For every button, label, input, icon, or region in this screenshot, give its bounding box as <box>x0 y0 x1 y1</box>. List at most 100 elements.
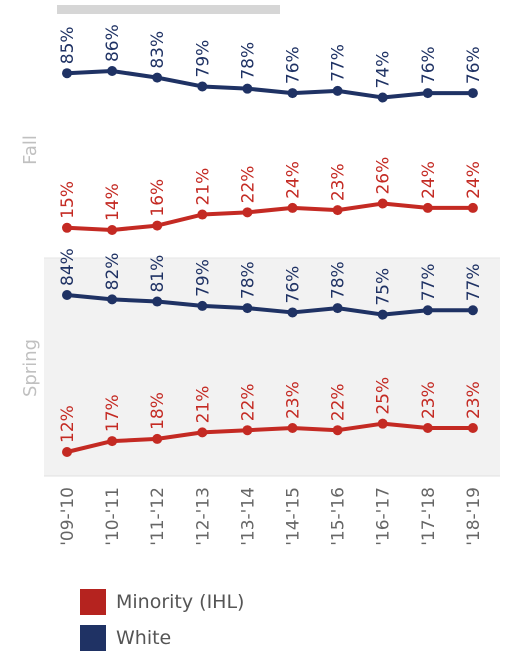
data-label-spring-white: 79% <box>193 259 213 297</box>
x-tick-label: '10-'11 <box>103 487 123 546</box>
data-point-fall-minority <box>377 198 388 209</box>
data-point-fall-white <box>197 81 208 92</box>
data-label-spring-white: 76% <box>284 266 304 304</box>
data-label-fall-white: 83% <box>148 31 168 69</box>
legend-item-white[interactable]: White <box>80 620 244 656</box>
data-label-fall-white: 76% <box>419 46 439 84</box>
data-point-fall-white <box>287 88 298 99</box>
data-point-fall-minority <box>152 220 163 231</box>
data-point-fall-minority <box>422 202 433 213</box>
series-line-spring-minority <box>65 421 475 454</box>
legend-label-white: White <box>116 627 172 649</box>
data-point-spring-minority <box>332 425 343 436</box>
x-axis-tick-labels: '09-'10 '10-'11 '11-'12 '12-'13 '13-'14 '14-'… <box>58 487 484 546</box>
legend-label-minority: Minority (IHL) <box>116 591 245 613</box>
data-label-fall-minority: 23% <box>329 163 349 201</box>
x-tick-label: '15-'16 <box>329 487 349 546</box>
x-tick-label: '09-'10 <box>58 487 78 546</box>
data-label-fall-minority: 22% <box>238 166 258 204</box>
data-point-spring-white <box>107 294 118 305</box>
data-point-fall-white <box>62 68 72 79</box>
data-label-spring-minority: 22% <box>238 383 258 421</box>
data-label-fall-white: 76% <box>464 46 484 84</box>
data-point-spring-minority <box>152 433 163 444</box>
data-label-fall-white: 86% <box>103 24 123 62</box>
data-label-fall-minority: 15% <box>58 181 78 219</box>
panel-label-spring: Spring <box>20 339 41 397</box>
series-line-fall-white <box>65 69 475 100</box>
data-point-spring-white <box>197 300 208 311</box>
data-label-fall-minority: 24% <box>419 161 439 199</box>
data-label-spring-minority: 12% <box>58 405 78 443</box>
legend: Minority (IHL) White <box>80 584 244 656</box>
data-point-fall-minority <box>287 202 298 213</box>
x-tick-label: '12-'13 <box>193 487 213 546</box>
data-label-fall-white: 77% <box>329 44 349 82</box>
x-tick-label: '13-'14 <box>238 487 258 546</box>
data-label-spring-white: 78% <box>329 261 349 299</box>
title-placeholder-bar <box>57 5 280 14</box>
data-point-fall-minority <box>197 209 208 220</box>
chart-marks: 85% 86% 83% 79% 78% 76% 77% 74% 76% 76% 15% 14% 16% 2… <box>58 24 484 457</box>
data-point-spring-white <box>152 296 163 307</box>
data-point-spring-white <box>287 307 298 318</box>
data-point-spring-white <box>62 290 72 300</box>
data-point-fall-minority <box>332 205 343 216</box>
data-label-spring-white: 81% <box>148 255 168 293</box>
data-label-spring-white: 84% <box>58 248 78 286</box>
series-line-fall-minority <box>65 201 475 232</box>
data-point-fall-minority <box>242 207 253 218</box>
data-label-spring-minority: 23% <box>464 381 484 419</box>
data-point-spring-minority <box>467 423 478 434</box>
data-point-spring-minority <box>62 447 72 457</box>
legend-swatch-minority <box>80 589 106 615</box>
data-label-fall-white: 85% <box>58 26 78 64</box>
data-label-spring-white: 82% <box>103 253 123 291</box>
data-label-spring-minority: 23% <box>419 381 439 419</box>
data-point-spring-minority <box>107 436 118 447</box>
data-point-fall-white <box>332 85 343 96</box>
data-point-fall-white <box>377 92 388 103</box>
data-label-spring-minority: 17% <box>103 394 123 432</box>
data-label-fall-minority: 24% <box>464 161 484 199</box>
x-tick-label: '14-'15 <box>284 487 304 546</box>
data-point-spring-white <box>332 303 343 314</box>
data-label-spring-minority: 23% <box>284 381 304 419</box>
legend-item-minority[interactable]: Minority (IHL) <box>80 584 244 620</box>
data-label-fall-white: 76% <box>284 46 304 84</box>
data-label-fall-minority: 14% <box>103 183 123 221</box>
data-label-spring-white: 78% <box>238 261 258 299</box>
x-tick-label: '17-'18 <box>419 487 439 546</box>
data-label-fall-white: 79% <box>193 40 213 78</box>
data-label-spring-white: 77% <box>419 263 439 301</box>
x-tick-label: '18-'19 <box>464 487 484 546</box>
data-point-fall-minority <box>62 222 72 233</box>
x-tick-label: '16-'17 <box>374 487 394 546</box>
legend-swatch-white <box>80 625 106 651</box>
data-point-fall-white <box>152 72 163 83</box>
data-label-spring-minority: 18% <box>148 392 168 430</box>
data-point-spring-minority <box>242 425 253 436</box>
data-point-spring-minority <box>422 423 433 434</box>
data-label-fall-minority: 21% <box>193 168 213 206</box>
data-point-spring-minority <box>197 427 208 438</box>
data-point-fall-white <box>107 66 118 76</box>
data-point-spring-white <box>377 309 388 320</box>
series-line-spring-white <box>65 293 475 317</box>
data-point-spring-white <box>467 305 478 316</box>
data-label-fall-minority: 26% <box>374 157 394 195</box>
data-label-fall-minority: 24% <box>284 161 304 199</box>
data-label-spring-white: 77% <box>464 263 484 301</box>
panel-label-fall: Fall <box>20 135 41 165</box>
x-tick-label: '11-'12 <box>148 487 168 546</box>
data-label-spring-minority: 25% <box>374 377 394 415</box>
data-point-spring-minority <box>377 418 388 429</box>
data-label-spring-minority: 21% <box>193 386 213 424</box>
data-point-fall-white <box>467 88 478 99</box>
data-label-fall-minority: 16% <box>148 179 168 217</box>
data-point-fall-white <box>422 88 433 99</box>
data-label-spring-white: 75% <box>374 268 394 306</box>
data-label-fall-white: 78% <box>238 42 258 80</box>
data-point-spring-white <box>422 305 433 316</box>
